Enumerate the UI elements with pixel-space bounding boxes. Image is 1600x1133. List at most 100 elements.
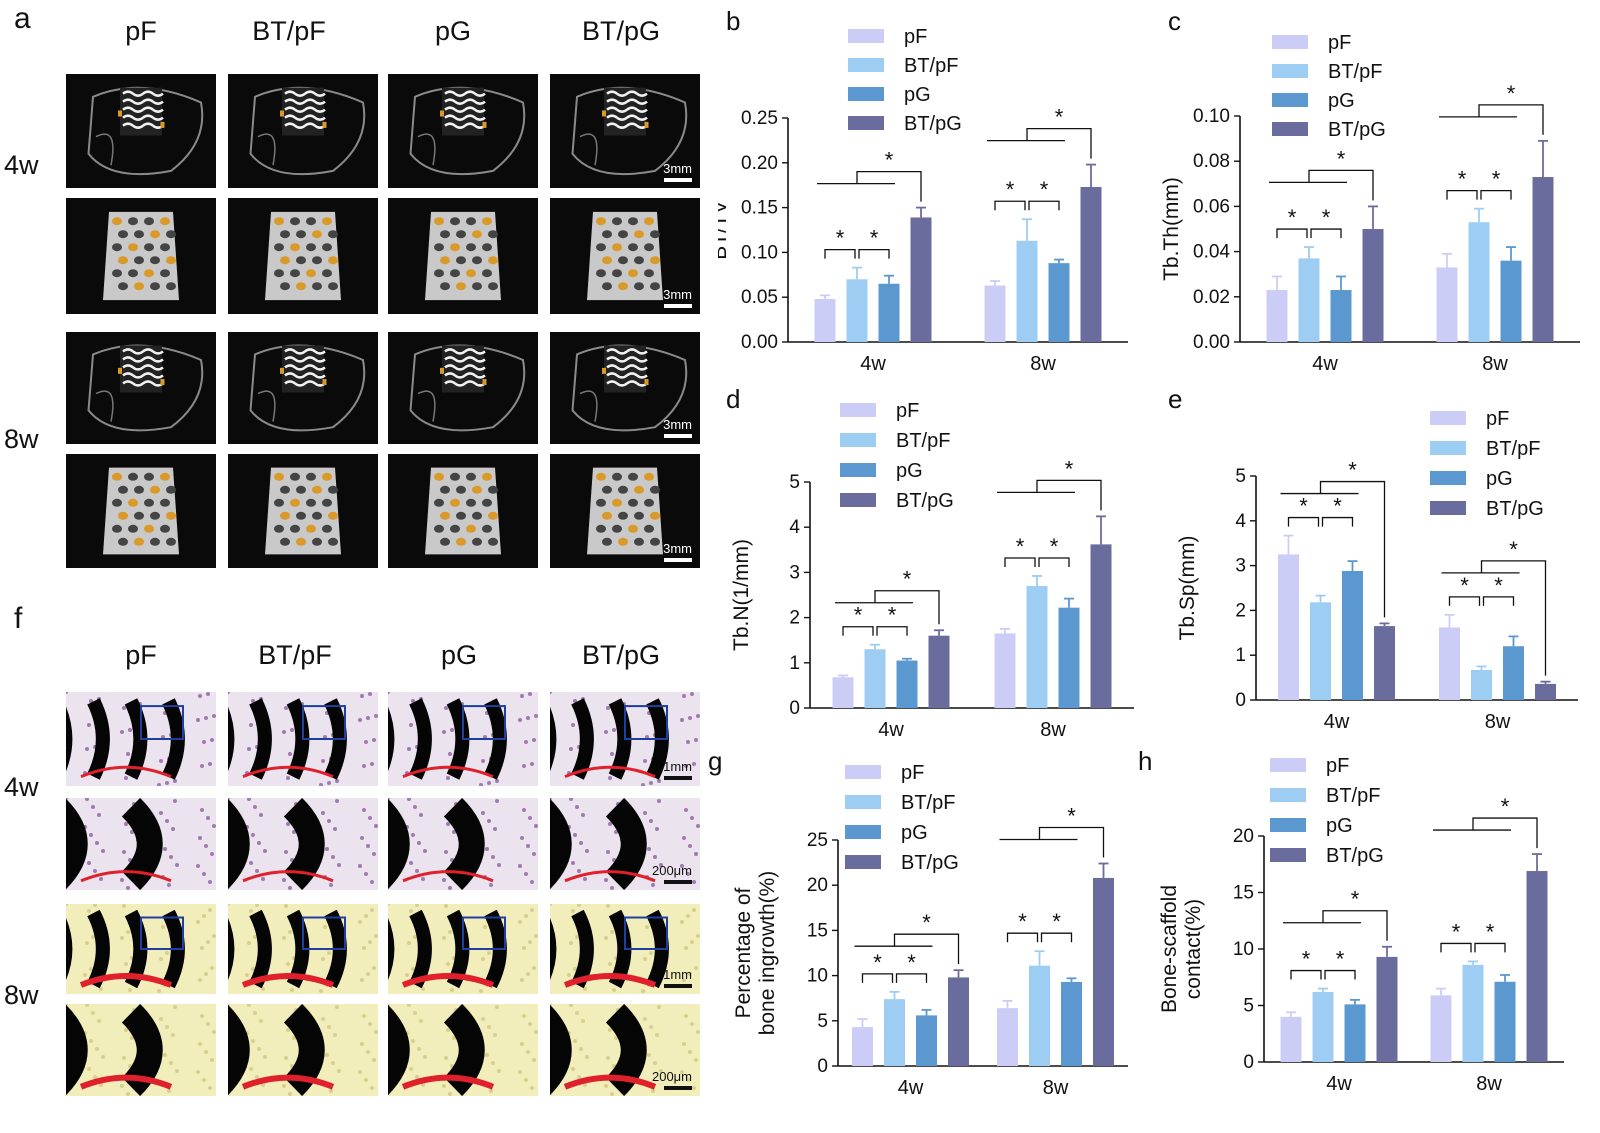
y-tick-label: 0.06	[1193, 196, 1230, 217]
bar-BT-pF-8w	[1468, 222, 1490, 342]
legend-swatch	[1270, 848, 1306, 862]
bar-pF-4w	[852, 1027, 873, 1066]
panel-g-label: g	[708, 746, 722, 776]
histology-image-4w-low-3: 1mm	[550, 692, 700, 786]
significance-bracket	[1472, 817, 1538, 849]
y-tick-label: 5	[1235, 466, 1246, 487]
bar-pF-8w	[1430, 995, 1452, 1062]
scale-bar: 3mm	[663, 417, 692, 438]
legend-swatch	[1430, 471, 1466, 485]
scale-bar: 200μm	[652, 1069, 692, 1090]
significance-bracket	[856, 170, 922, 202]
significance-bracket	[1290, 969, 1322, 980]
legend-swatch	[848, 87, 884, 101]
y-tick-label: 0.25	[741, 108, 778, 129]
bar-BT-pG-8w	[1535, 683, 1556, 700]
y-axis-label: contact(%)	[1182, 899, 1205, 999]
bar-BT-pF-8w	[1471, 669, 1492, 700]
legend-swatch	[1272, 93, 1308, 107]
micro-ct-image-8w-3d-0	[66, 454, 216, 568]
x-tick-label: 4w	[898, 1077, 924, 1099]
bar-pF-8w	[1439, 627, 1460, 700]
scale-bar: 1mm	[663, 759, 692, 780]
micro-ct-image-4w-ct-3: 3mm	[550, 74, 700, 188]
bar-pG-8w	[1494, 981, 1516, 1062]
micro-ct-image-4w-3d-0	[66, 198, 216, 314]
x-tick-label: 8w	[1476, 1073, 1502, 1095]
x-tick-label: 4w	[1324, 711, 1350, 733]
y-tick-label: 3	[789, 562, 800, 583]
significance-star: *	[1299, 494, 1308, 519]
scale-bar: 200μm	[652, 863, 692, 884]
micro-ct-image-4w-3d-3: 3mm	[550, 198, 700, 314]
panel-f-row-8w: 8w	[4, 980, 39, 1010]
legend-swatch	[1272, 64, 1308, 78]
significance-bracket	[994, 200, 1026, 211]
significance-star: *	[907, 950, 916, 975]
legend-label: BT/pG	[901, 852, 959, 874]
x-tick-label: 8w	[1030, 353, 1056, 375]
panel-a-row-8w: 8w	[4, 424, 39, 454]
significance-bracket	[1276, 228, 1308, 239]
legend-label: BT/pF	[1328, 61, 1382, 83]
significance-bracket	[1038, 826, 1105, 858]
y-tick-label: 0.04	[1193, 242, 1230, 263]
legend-label: pF	[901, 762, 924, 784]
significance-star: *	[922, 910, 931, 935]
bar-BT-pG-4w	[1374, 626, 1395, 700]
scale-bar-label: 3mm	[663, 161, 692, 176]
legend-label: BT/pG	[1328, 119, 1386, 141]
significance-bracket	[1448, 596, 1481, 606]
legend-label: BT/pF	[1326, 785, 1380, 807]
x-tick-label: 8w	[1482, 353, 1508, 375]
x-tick-label: 4w	[878, 719, 904, 741]
histology-image-4w-high-0	[66, 798, 216, 890]
significance-bracket	[824, 248, 856, 259]
significance-star: *	[1460, 573, 1469, 598]
significance-bracket	[1480, 560, 1547, 676]
bar-pF-4w	[832, 677, 854, 708]
legend-label: pF	[896, 400, 919, 422]
significance-bracket	[1474, 942, 1506, 953]
bar-pF-4w	[1278, 554, 1299, 700]
legend-label: pG	[896, 460, 923, 482]
legend-label: BT/pF	[901, 792, 955, 814]
panel-f-label: f	[14, 602, 23, 635]
scale-bar-label: 1mm	[663, 759, 692, 774]
micro-ct-image-4w-ct-1	[228, 74, 378, 188]
legend-label: BT/pG	[896, 490, 954, 512]
x-tick-label: 4w	[860, 353, 886, 375]
y-tick-label: 0.00	[1193, 332, 1230, 353]
significance-bracket	[1308, 169, 1374, 201]
legend-swatch	[840, 493, 876, 507]
y-axis-label: bone ingrowth(%)	[756, 871, 779, 1036]
legend-label: BT/pF	[896, 430, 950, 452]
bar-pF-4w	[814, 298, 836, 342]
significance-star: *	[1016, 534, 1025, 559]
histology-image-8w-high-3: 200μm	[550, 1004, 700, 1096]
significance-bracket	[1321, 516, 1354, 527]
bar-BT-pG-4w	[928, 635, 950, 708]
histology-image-8w-high-2	[388, 1004, 538, 1096]
legend-label: BT/pG	[1486, 498, 1544, 520]
micro-ct-image-4w-3d-1	[228, 198, 378, 314]
significance-bracket	[1440, 942, 1472, 953]
significance-star: *	[1302, 947, 1311, 972]
significance-star: *	[1351, 887, 1360, 912]
y-tick-label: 0	[817, 1056, 828, 1077]
bar-pG-4w	[878, 283, 900, 342]
scale-bar: 3mm	[663, 541, 692, 562]
significance-star: *	[1336, 947, 1345, 972]
y-tick-label: 20	[1233, 826, 1254, 847]
significance-bracket	[1038, 557, 1070, 568]
bar-BT-pG-4w	[1362, 229, 1384, 342]
bar-BT-pG-4w	[948, 977, 969, 1066]
bar-BT-pF-8w	[1016, 240, 1038, 342]
bar-pF-4w	[1280, 1016, 1302, 1062]
panel-a-col-pF: pF	[125, 16, 157, 46]
significance-star: *	[1050, 534, 1059, 559]
histology-image-4w-low-0	[66, 692, 216, 786]
legend-swatch	[1430, 411, 1466, 425]
